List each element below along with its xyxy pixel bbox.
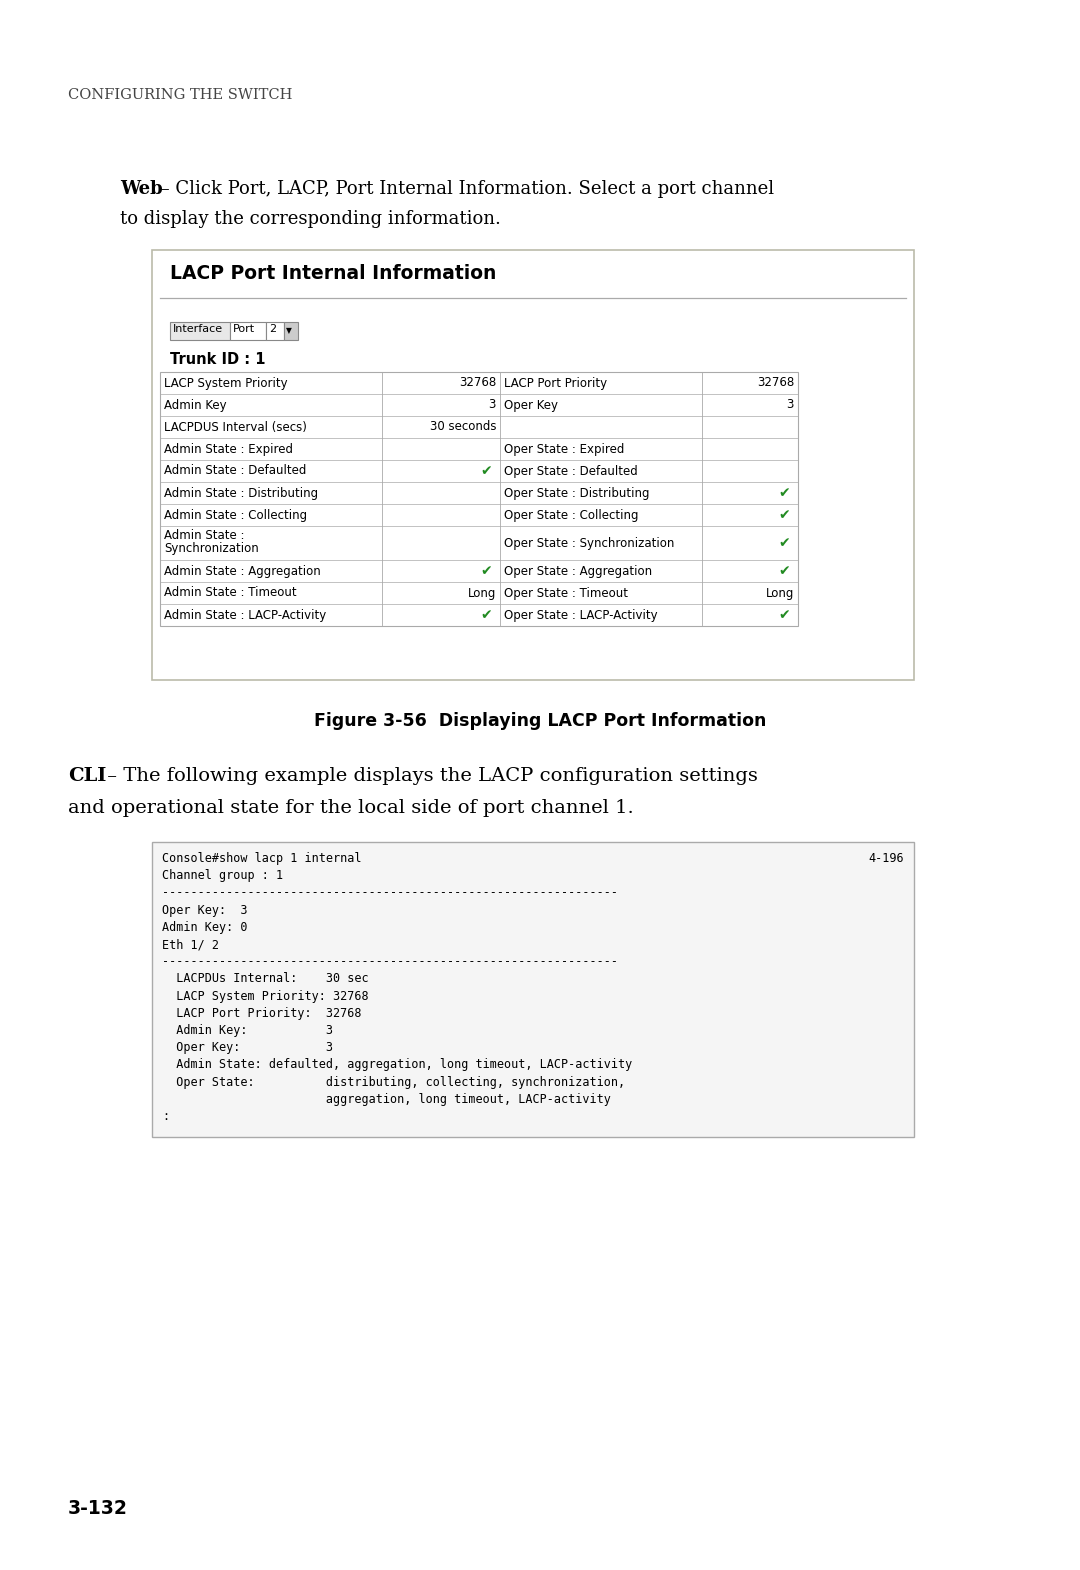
Text: 32768: 32768 xyxy=(459,377,496,389)
Text: Admin State : Timeout: Admin State : Timeout xyxy=(164,587,297,600)
Text: Oper State : Synchronization: Oper State : Synchronization xyxy=(504,537,674,550)
Text: Oper State:          distributing, collecting, synchronization,: Oper State: distributing, collecting, sy… xyxy=(162,1075,625,1088)
Text: ✔: ✔ xyxy=(779,564,789,578)
Text: ✔: ✔ xyxy=(779,608,789,622)
Text: ✔: ✔ xyxy=(779,535,789,549)
Text: – The following example displays the LACP configuration settings: – The following example displays the LAC… xyxy=(102,768,758,785)
Text: ✔: ✔ xyxy=(481,564,492,578)
Text: :: : xyxy=(162,1110,170,1123)
Text: Admin State : Defaulted: Admin State : Defaulted xyxy=(164,465,307,477)
Text: 3: 3 xyxy=(488,399,496,411)
Text: CLI: CLI xyxy=(68,768,106,785)
Text: aggregation, long timeout, LACP-activity: aggregation, long timeout, LACP-activity xyxy=(162,1093,611,1105)
Text: LACP System Priority: LACP System Priority xyxy=(164,377,287,389)
Text: Admin Key: Admin Key xyxy=(164,399,227,411)
Text: ----------------------------------------------------------------: ----------------------------------------… xyxy=(162,955,618,969)
FancyBboxPatch shape xyxy=(230,322,266,341)
Text: LACPDUS Interval (secs): LACPDUS Interval (secs) xyxy=(164,421,307,433)
Text: Oper Key:            3: Oper Key: 3 xyxy=(162,1041,333,1053)
Text: LACP Port Priority:  32768: LACP Port Priority: 32768 xyxy=(162,1006,362,1020)
Text: Admin State : Distributing: Admin State : Distributing xyxy=(164,487,319,499)
Text: ----------------------------------------------------------------: ----------------------------------------… xyxy=(162,887,618,900)
Text: Oper State : Timeout: Oper State : Timeout xyxy=(504,587,627,600)
Text: ✔: ✔ xyxy=(481,608,492,622)
Text: 4-196: 4-196 xyxy=(868,853,904,865)
Text: Interface: Interface xyxy=(173,323,224,334)
Text: Admin State : Aggregation: Admin State : Aggregation xyxy=(164,565,321,578)
Text: to display the corresponding information.: to display the corresponding information… xyxy=(120,210,501,228)
Text: 3-132: 3-132 xyxy=(68,1499,127,1518)
Text: Web: Web xyxy=(120,181,163,198)
Text: Eth 1/ 2: Eth 1/ 2 xyxy=(162,937,219,951)
Text: 2: 2 xyxy=(269,323,276,334)
FancyBboxPatch shape xyxy=(284,322,298,341)
Text: and operational state for the local side of port channel 1.: and operational state for the local side… xyxy=(68,799,634,816)
Text: Synchronization: Synchronization xyxy=(164,542,259,556)
Text: Trunk ID : 1: Trunk ID : 1 xyxy=(170,352,266,367)
Text: Long: Long xyxy=(468,587,496,600)
FancyBboxPatch shape xyxy=(160,372,798,626)
Text: Oper State : Defaulted: Oper State : Defaulted xyxy=(504,465,638,477)
FancyBboxPatch shape xyxy=(152,842,914,1137)
Text: Oper Key:  3: Oper Key: 3 xyxy=(162,904,247,917)
Text: LACP Port Internal Information: LACP Port Internal Information xyxy=(170,264,497,283)
Text: Figure 3-56  Displaying LACP Port Information: Figure 3-56 Displaying LACP Port Informa… xyxy=(314,713,766,730)
Text: Admin State: defaulted, aggregation, long timeout, LACP-activity: Admin State: defaulted, aggregation, lon… xyxy=(162,1058,632,1071)
Text: Oper State : Distributing: Oper State : Distributing xyxy=(504,487,649,499)
Text: Port: Port xyxy=(233,323,255,334)
Text: ✔: ✔ xyxy=(779,487,789,499)
Text: Console#show lacp 1 internal: Console#show lacp 1 internal xyxy=(162,853,362,865)
Text: Channel group : 1: Channel group : 1 xyxy=(162,870,283,882)
FancyBboxPatch shape xyxy=(266,322,284,341)
Text: CONFIGURING THE SWITCH: CONFIGURING THE SWITCH xyxy=(68,88,293,102)
Text: Long: Long xyxy=(766,587,794,600)
Text: Oper State : Expired: Oper State : Expired xyxy=(504,443,624,455)
Text: Oper State : Collecting: Oper State : Collecting xyxy=(504,509,638,521)
Text: 32768: 32768 xyxy=(757,377,794,389)
Text: ▼: ▼ xyxy=(286,327,292,334)
Text: Admin Key: 0: Admin Key: 0 xyxy=(162,920,247,934)
Text: Admin State :: Admin State : xyxy=(164,529,244,542)
Text: LACP Port Priority: LACP Port Priority xyxy=(504,377,607,389)
Text: Admin State : Expired: Admin State : Expired xyxy=(164,443,293,455)
Text: 30 seconds: 30 seconds xyxy=(430,421,496,433)
Text: LACP System Priority: 32768: LACP System Priority: 32768 xyxy=(162,989,368,1003)
Text: – Click Port, LACP, Port Internal Information. Select a port channel: – Click Port, LACP, Port Internal Inform… xyxy=(156,181,774,198)
Text: Admin State : LACP-Activity: Admin State : LACP-Activity xyxy=(164,609,326,622)
FancyBboxPatch shape xyxy=(170,322,230,341)
Text: Oper Key: Oper Key xyxy=(504,399,558,411)
Text: Admin Key:           3: Admin Key: 3 xyxy=(162,1024,333,1038)
FancyBboxPatch shape xyxy=(152,250,914,680)
Text: ✔: ✔ xyxy=(481,465,492,477)
Text: ✔: ✔ xyxy=(779,509,789,521)
Text: Admin State : Collecting: Admin State : Collecting xyxy=(164,509,307,521)
Text: Oper State : Aggregation: Oper State : Aggregation xyxy=(504,565,652,578)
Text: 3: 3 xyxy=(786,399,794,411)
Text: LACPDUs Internal:    30 sec: LACPDUs Internal: 30 sec xyxy=(162,972,368,986)
Text: Oper State : LACP-Activity: Oper State : LACP-Activity xyxy=(504,609,658,622)
